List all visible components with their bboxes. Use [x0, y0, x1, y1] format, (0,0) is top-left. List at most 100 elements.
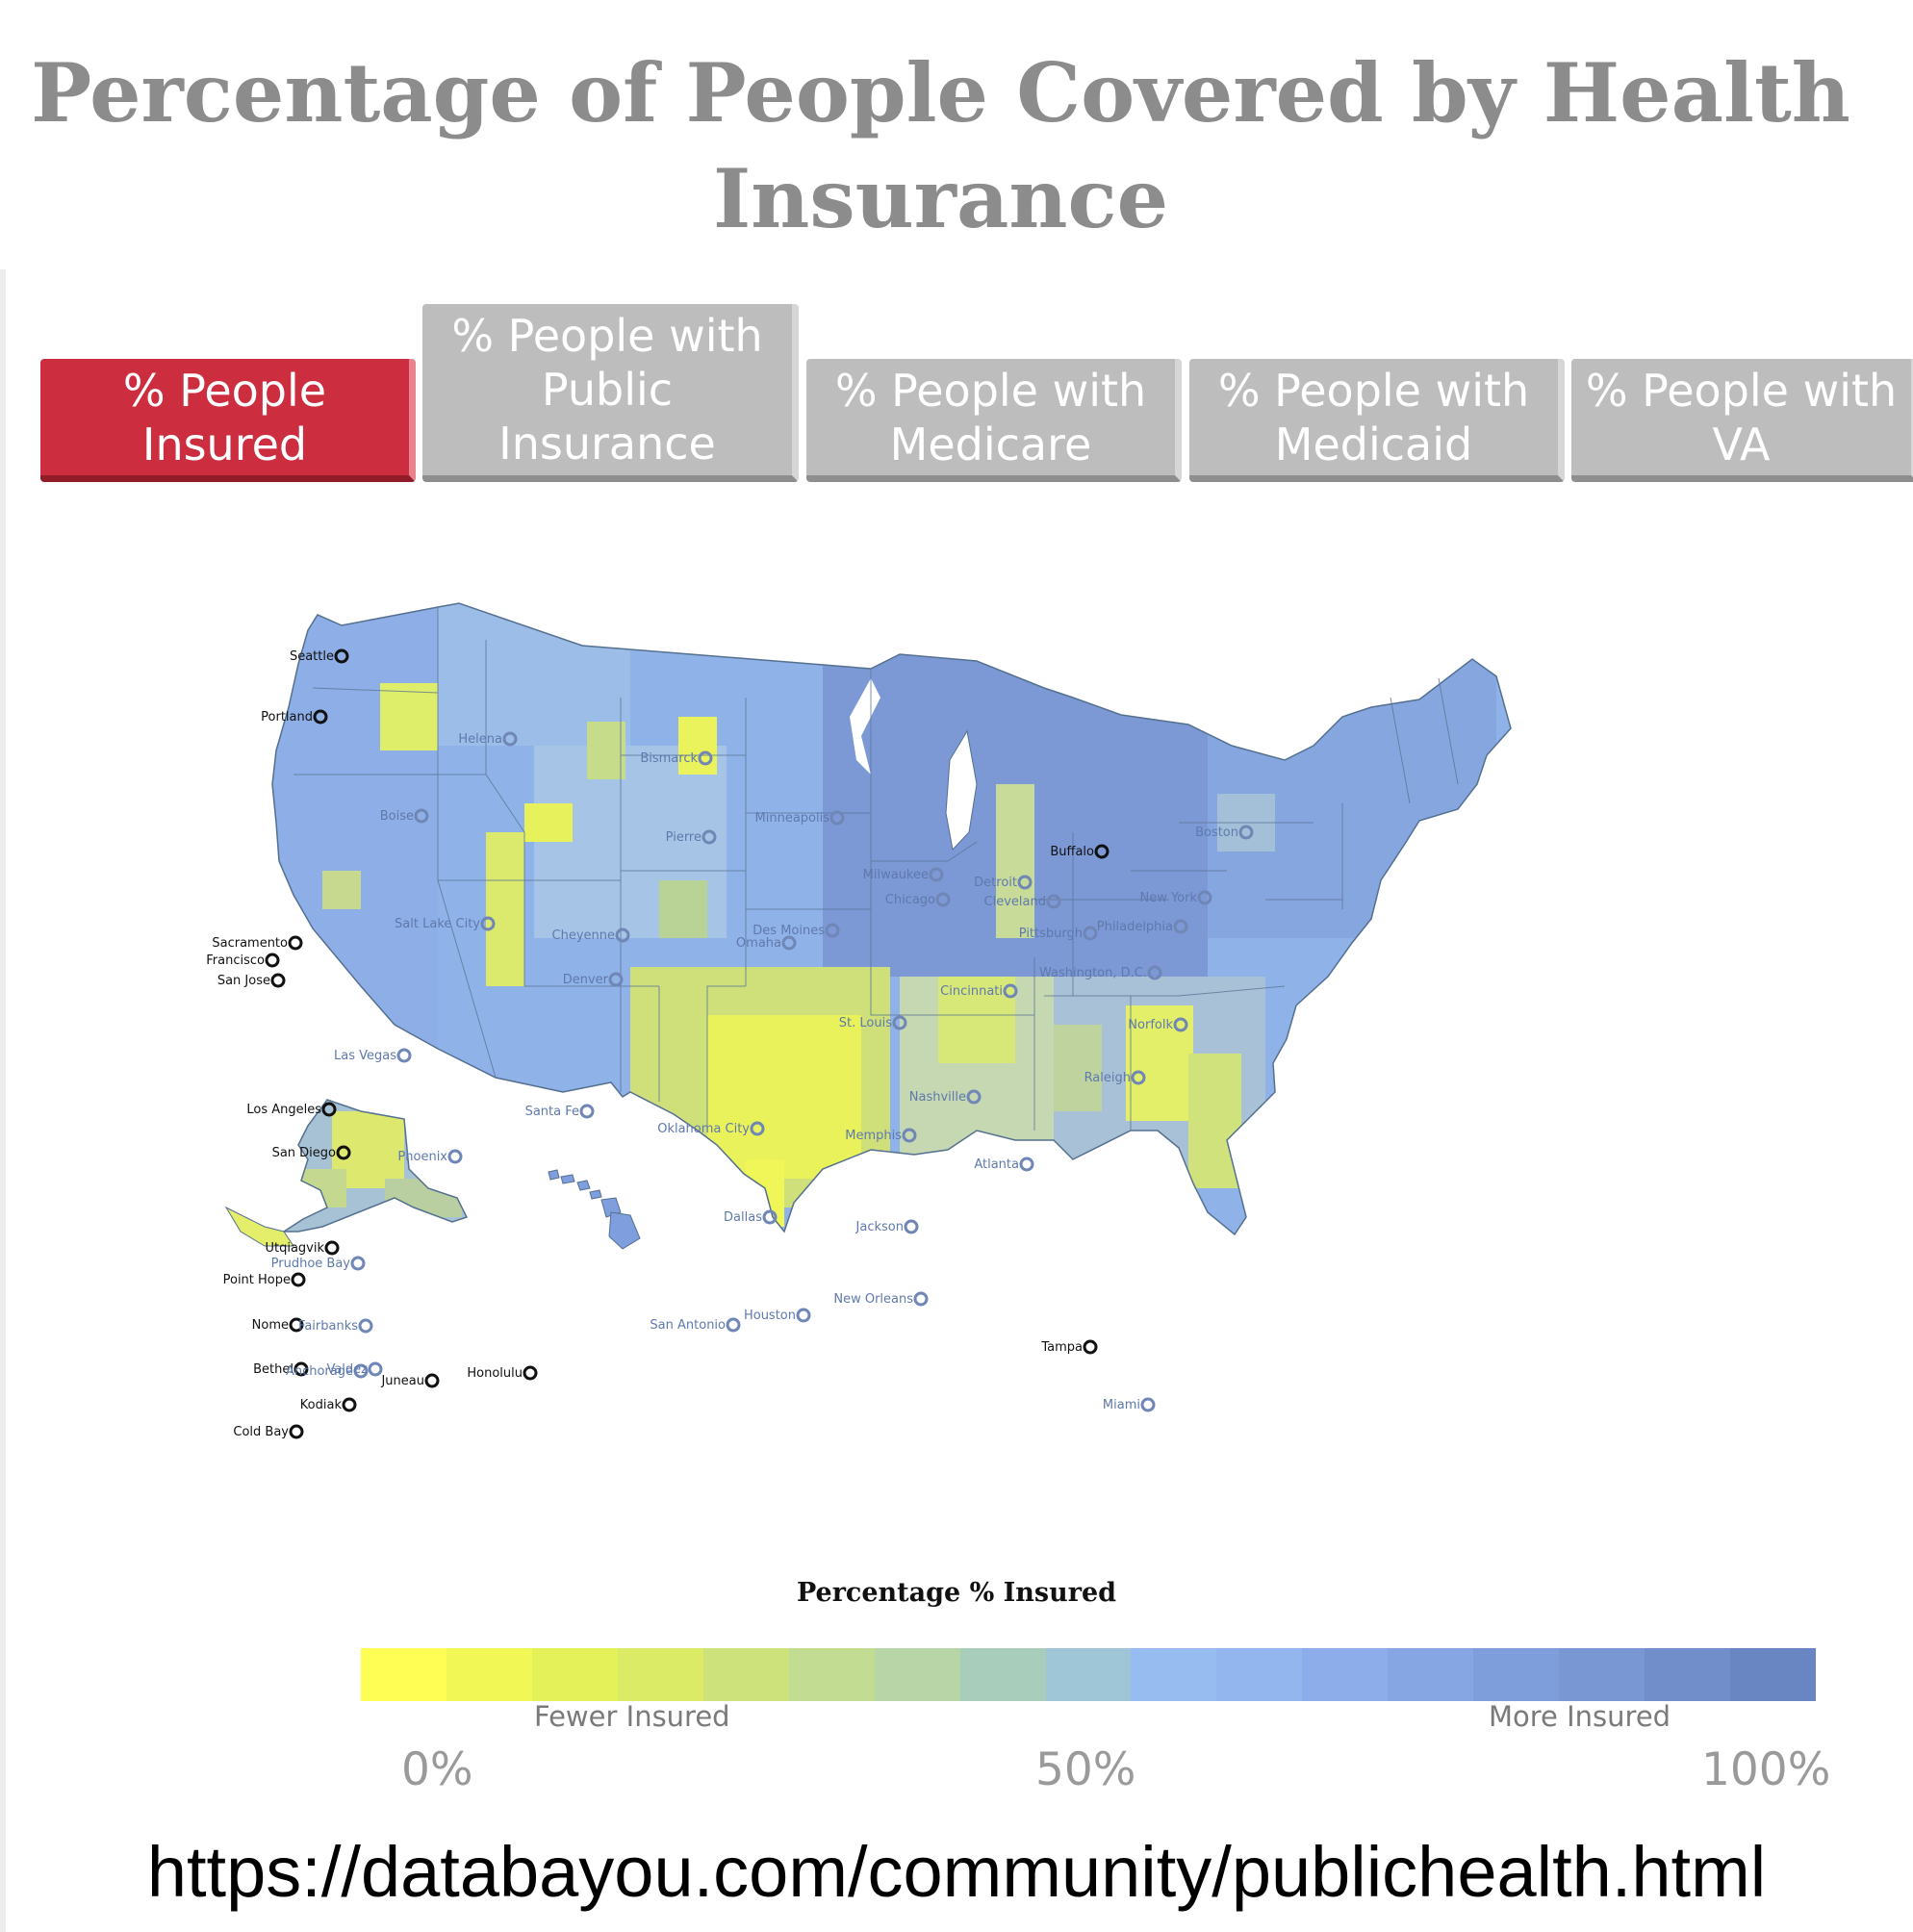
legend-swatch — [617, 1648, 703, 1701]
city-marker — [608, 972, 624, 987]
city-marker — [1083, 926, 1098, 941]
city-label: San Francisco — [207, 953, 265, 968]
city-marker — [892, 1015, 907, 1030]
city-marker — [447, 1149, 463, 1164]
city-label: Portland — [261, 710, 313, 724]
city-marker — [353, 1363, 369, 1379]
city-label: Los Angeles — [246, 1103, 321, 1117]
city-marker — [701, 829, 717, 845]
city-label: Oklahoma City — [657, 1122, 750, 1136]
city-label: Washington, D.C. — [1039, 966, 1147, 980]
city-marker — [902, 1128, 917, 1143]
city-marker — [289, 1424, 304, 1439]
city-label: New York — [1139, 891, 1197, 905]
city-label: San Jose — [217, 974, 270, 988]
city-marker — [913, 1291, 929, 1307]
city-label: Miami — [1103, 1398, 1140, 1412]
city-marker — [324, 1240, 340, 1256]
city-label: Boise — [380, 809, 414, 824]
city-marker — [291, 1272, 306, 1287]
legend-swatch — [1302, 1648, 1389, 1701]
city-label: Pierre — [666, 830, 701, 845]
city-label: Bismarck — [640, 751, 698, 766]
city-marker — [288, 935, 303, 951]
tab-public-insurance[interactable]: % People with Public Insurance — [422, 304, 799, 482]
city-marker — [1173, 1017, 1188, 1032]
city-marker — [1094, 844, 1110, 859]
legend-swatch — [959, 1648, 1046, 1701]
city-marker — [523, 1365, 538, 1381]
city-label: Boston — [1195, 826, 1238, 840]
city-marker — [1083, 1339, 1098, 1355]
city-label: Santa Fe — [525, 1105, 579, 1119]
city-marker — [750, 1121, 765, 1136]
legend-swatch — [1131, 1648, 1217, 1701]
city-label: Salt Lake City — [395, 917, 480, 931]
legend-tick-100: 100% — [1701, 1743, 1831, 1796]
city-label: Fairbanks — [298, 1319, 358, 1334]
city-label: Cheyenne — [552, 928, 615, 943]
legend-swatch — [361, 1648, 446, 1701]
city-label: Cold Bay — [233, 1425, 289, 1439]
city-marker — [829, 810, 845, 826]
city-label: Des Moines — [752, 924, 825, 938]
legend-swatch — [1730, 1648, 1816, 1701]
tab-people-insured[interactable]: % People Insured — [40, 359, 416, 482]
city-marker — [1046, 894, 1061, 909]
legend-title: Percentage % Insured — [796, 1578, 1117, 1608]
city-label: Omaha — [736, 936, 781, 951]
city-label: Kodiak — [300, 1398, 343, 1412]
city-label: Raleigh — [1084, 1071, 1131, 1085]
city-marker — [293, 1361, 309, 1377]
city-label: Detroit — [974, 876, 1017, 890]
city-label: New Orleans — [833, 1292, 913, 1307]
city-label: Nome — [252, 1318, 289, 1333]
city-marker — [698, 750, 713, 766]
tab-va[interactable]: % People with VA — [1571, 359, 1913, 482]
city-marker — [825, 923, 840, 938]
us-choropleth-map[interactable]: Seattle Portland Sacramento San Francisco Sa… — [207, 592, 1708, 1472]
city-label: Sacramento — [212, 936, 288, 951]
tab-medicaid[interactable]: % People with Medicaid — [1189, 359, 1565, 482]
legend-color-scale — [361, 1648, 1816, 1701]
city-label: Philadelphia — [1097, 920, 1173, 934]
city-marker — [1019, 1157, 1034, 1172]
city-marker — [1173, 919, 1188, 934]
source-url[interactable]: https://databayou.com/community/publiche… — [146, 1832, 1767, 1912]
city-marker — [935, 892, 951, 907]
legend-swatch — [1216, 1648, 1303, 1701]
city-marker — [502, 731, 518, 747]
city-marker — [342, 1397, 357, 1412]
city-label: Las Vegas — [334, 1049, 396, 1063]
legend-swatch — [1473, 1648, 1560, 1701]
city-marker — [1197, 890, 1212, 905]
legend-swatch — [788, 1648, 875, 1701]
city-marker — [313, 709, 328, 724]
legend-swatch — [702, 1648, 789, 1701]
city-label: Seattle — [290, 649, 334, 664]
city-marker — [1238, 825, 1254, 840]
city-marker — [1140, 1397, 1156, 1412]
city-marker — [358, 1318, 373, 1334]
legend-tick-50: 50% — [1035, 1743, 1136, 1796]
city-label: Denver — [563, 973, 609, 987]
legend-swatch — [874, 1648, 960, 1701]
city-label: St. Louis — [839, 1016, 892, 1030]
legend-swatch — [531, 1648, 618, 1701]
city-label: Juneau — [380, 1374, 424, 1388]
city-marker — [424, 1373, 440, 1388]
city-label: Helena — [458, 732, 502, 747]
city-label: Houston — [744, 1309, 796, 1323]
city-label: Tampa — [1040, 1340, 1083, 1355]
city-label: San Diego — [272, 1146, 336, 1160]
legend-swatch — [1559, 1648, 1645, 1701]
city-label: Memphis — [845, 1129, 902, 1143]
legend-swatch — [1045, 1648, 1132, 1701]
city-marker — [265, 953, 280, 968]
tab-medicare[interactable]: % People with Medicare — [806, 359, 1182, 482]
city-marker — [796, 1308, 811, 1323]
city-marker — [929, 867, 944, 882]
legend-swatch — [446, 1648, 532, 1701]
city-label: San Antonio — [650, 1318, 726, 1333]
city-label: Cleveland — [984, 895, 1046, 909]
